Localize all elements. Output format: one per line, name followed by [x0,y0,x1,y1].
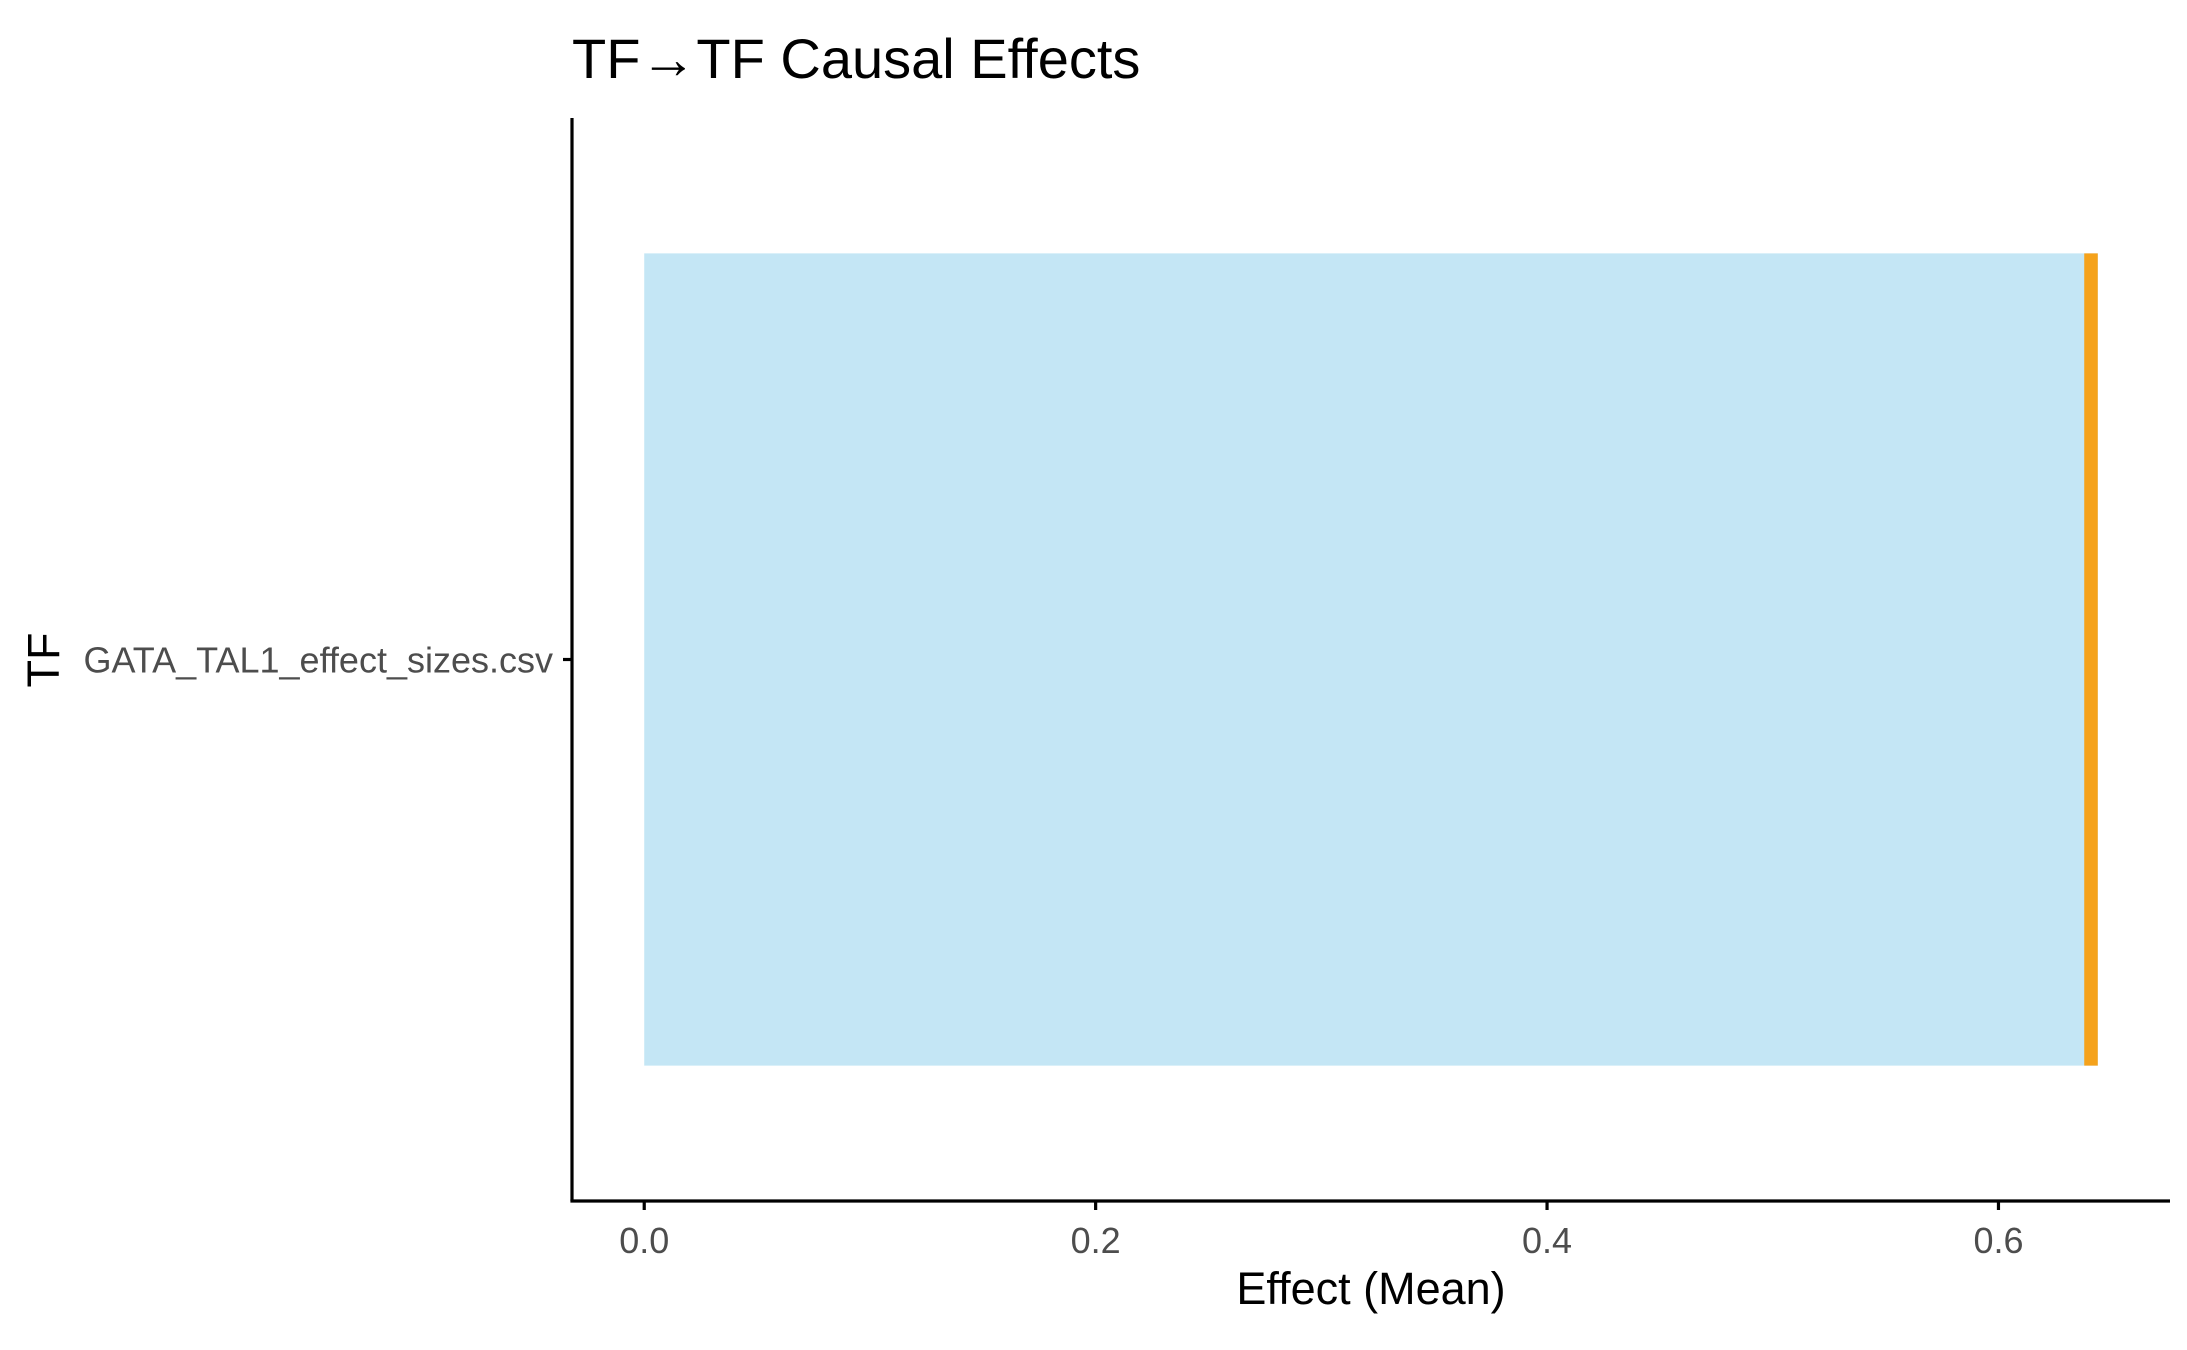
plot-marks [644,253,2098,1066]
x-axis-title: Effect (Mean) [1236,1263,1505,1314]
chart-title: TF→TF Causal Effects [572,27,1140,90]
bar [644,253,2098,1066]
y-tick-label: GATA_TAL1_effect_sizes.csv [83,640,553,681]
x-tick-label: 0.6 [1973,1220,2023,1261]
x-axis-ticks: 0.0 0.2 0.4 0.6 [619,1201,2023,1261]
x-tick-label: 0.4 [1522,1220,1572,1261]
y-axis-title: TF [18,633,69,688]
x-tick-label: 0.2 [1071,1220,1121,1261]
y-axis-ticks: GATA_TAL1_effect_sizes.csv [83,640,572,681]
interval-mark [2084,253,2098,1066]
x-tick-label: 0.0 [619,1220,669,1261]
